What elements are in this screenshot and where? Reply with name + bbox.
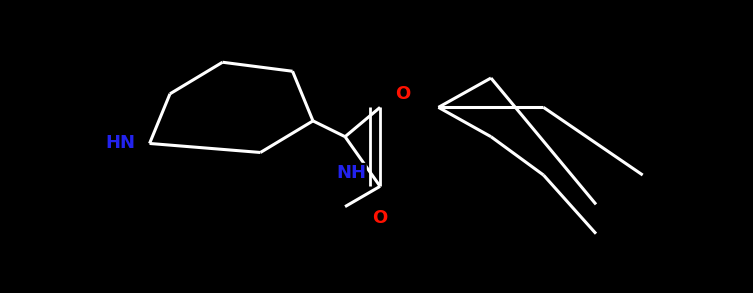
Text: NH: NH <box>336 164 366 182</box>
Text: O: O <box>395 85 410 103</box>
Text: O: O <box>373 209 388 227</box>
Text: HN: HN <box>105 134 135 152</box>
